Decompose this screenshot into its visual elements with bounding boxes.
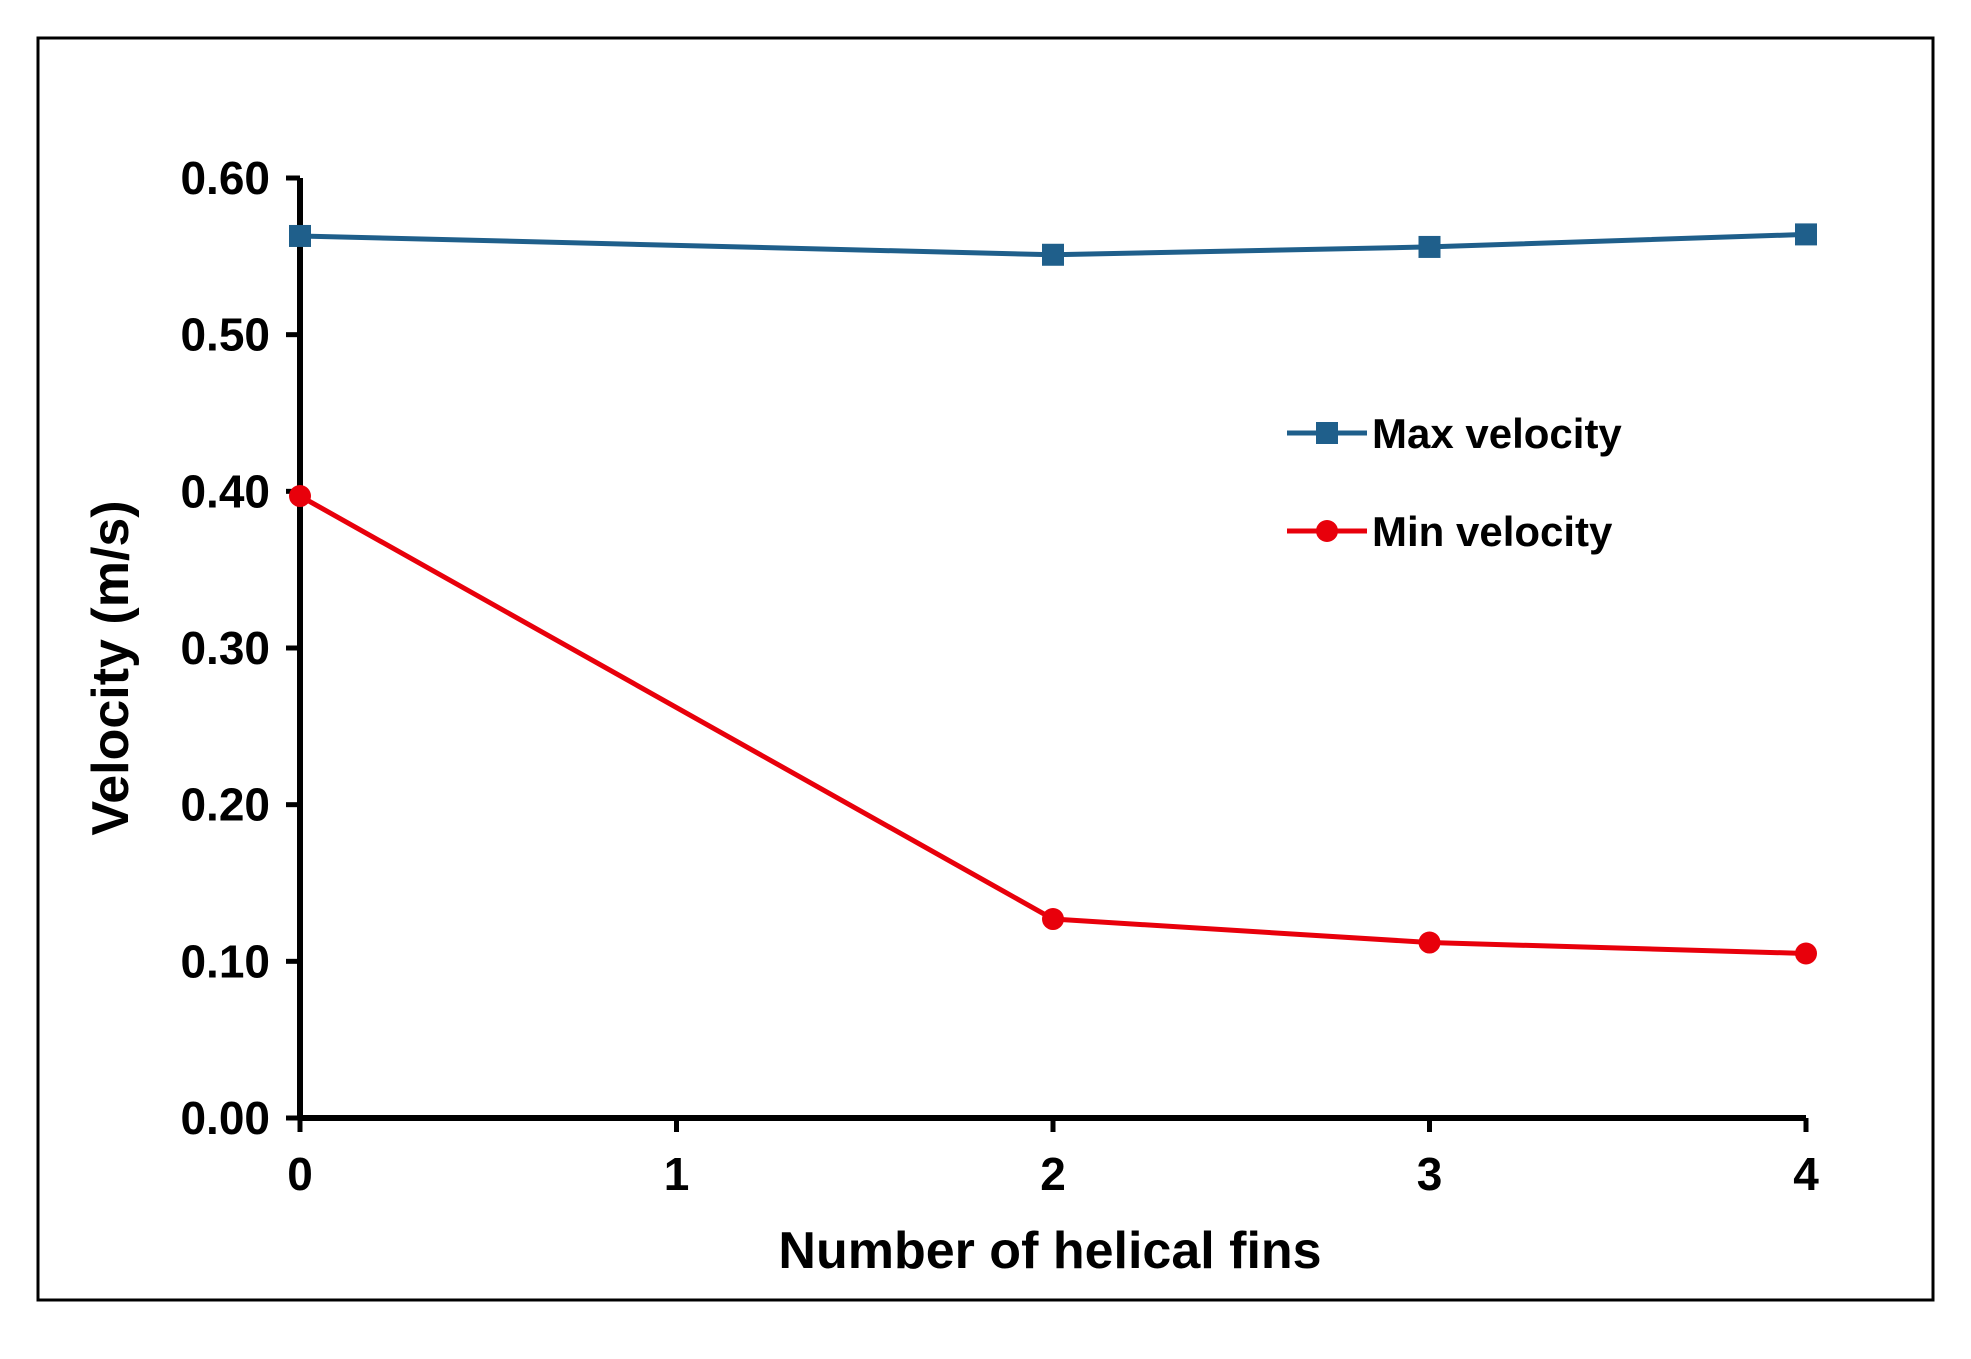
y-tick-label: 0.10 [180, 935, 270, 987]
x-tick-label: 0 [287, 1148, 313, 1200]
series-line-max-velocity [299, 231, 1807, 258]
y-tick-label: 0.60 [180, 152, 270, 204]
data-point-max-velocity [289, 224, 311, 247]
x-tick-label: 3 [1417, 1148, 1443, 1200]
data-point-min-velocity [1795, 942, 1817, 965]
y-tick-label: 0.20 [180, 779, 270, 831]
legend: Max velocity Min velocity [1287, 410, 1622, 555]
legend-label-max-velocity: Max velocity [1372, 410, 1622, 457]
data-point-min-velocity [1418, 931, 1441, 954]
data-point-min-velocity [289, 485, 311, 508]
legend-label-min-velocity: Min velocity [1372, 508, 1613, 555]
y-tick-label: 0.50 [180, 309, 270, 361]
x-tick-label: 1 [664, 1148, 690, 1200]
y-tick-label: 0.40 [180, 465, 270, 517]
x-tick-label: 2 [1040, 1148, 1066, 1200]
y-axis-title: Velocity (m/s) [82, 500, 140, 835]
legend-marker-min-velocity [1316, 520, 1338, 542]
series-group [289, 223, 1817, 965]
data-point-max-velocity [1042, 243, 1064, 266]
chart-frame [36, 36, 1935, 1302]
legend-marker-max-velocity [1316, 422, 1338, 444]
y-tick-label: 0.00 [180, 1092, 270, 1144]
series-line-min-velocity [298, 493, 1807, 956]
data-point-max-velocity [1418, 235, 1441, 258]
data-point-min-velocity [1042, 908, 1064, 931]
axes: 0.00 0.10 0.20 0.30 0.40 0.50 0.60 0 1 2 3 4 [180, 152, 1819, 1200]
x-axis-title: Number of helical fins [778, 1222, 1321, 1280]
x-tick-label: 4 [1793, 1148, 1819, 1200]
y-tick-label: 0.30 [180, 622, 270, 674]
data-point-max-velocity [1795, 223, 1817, 246]
